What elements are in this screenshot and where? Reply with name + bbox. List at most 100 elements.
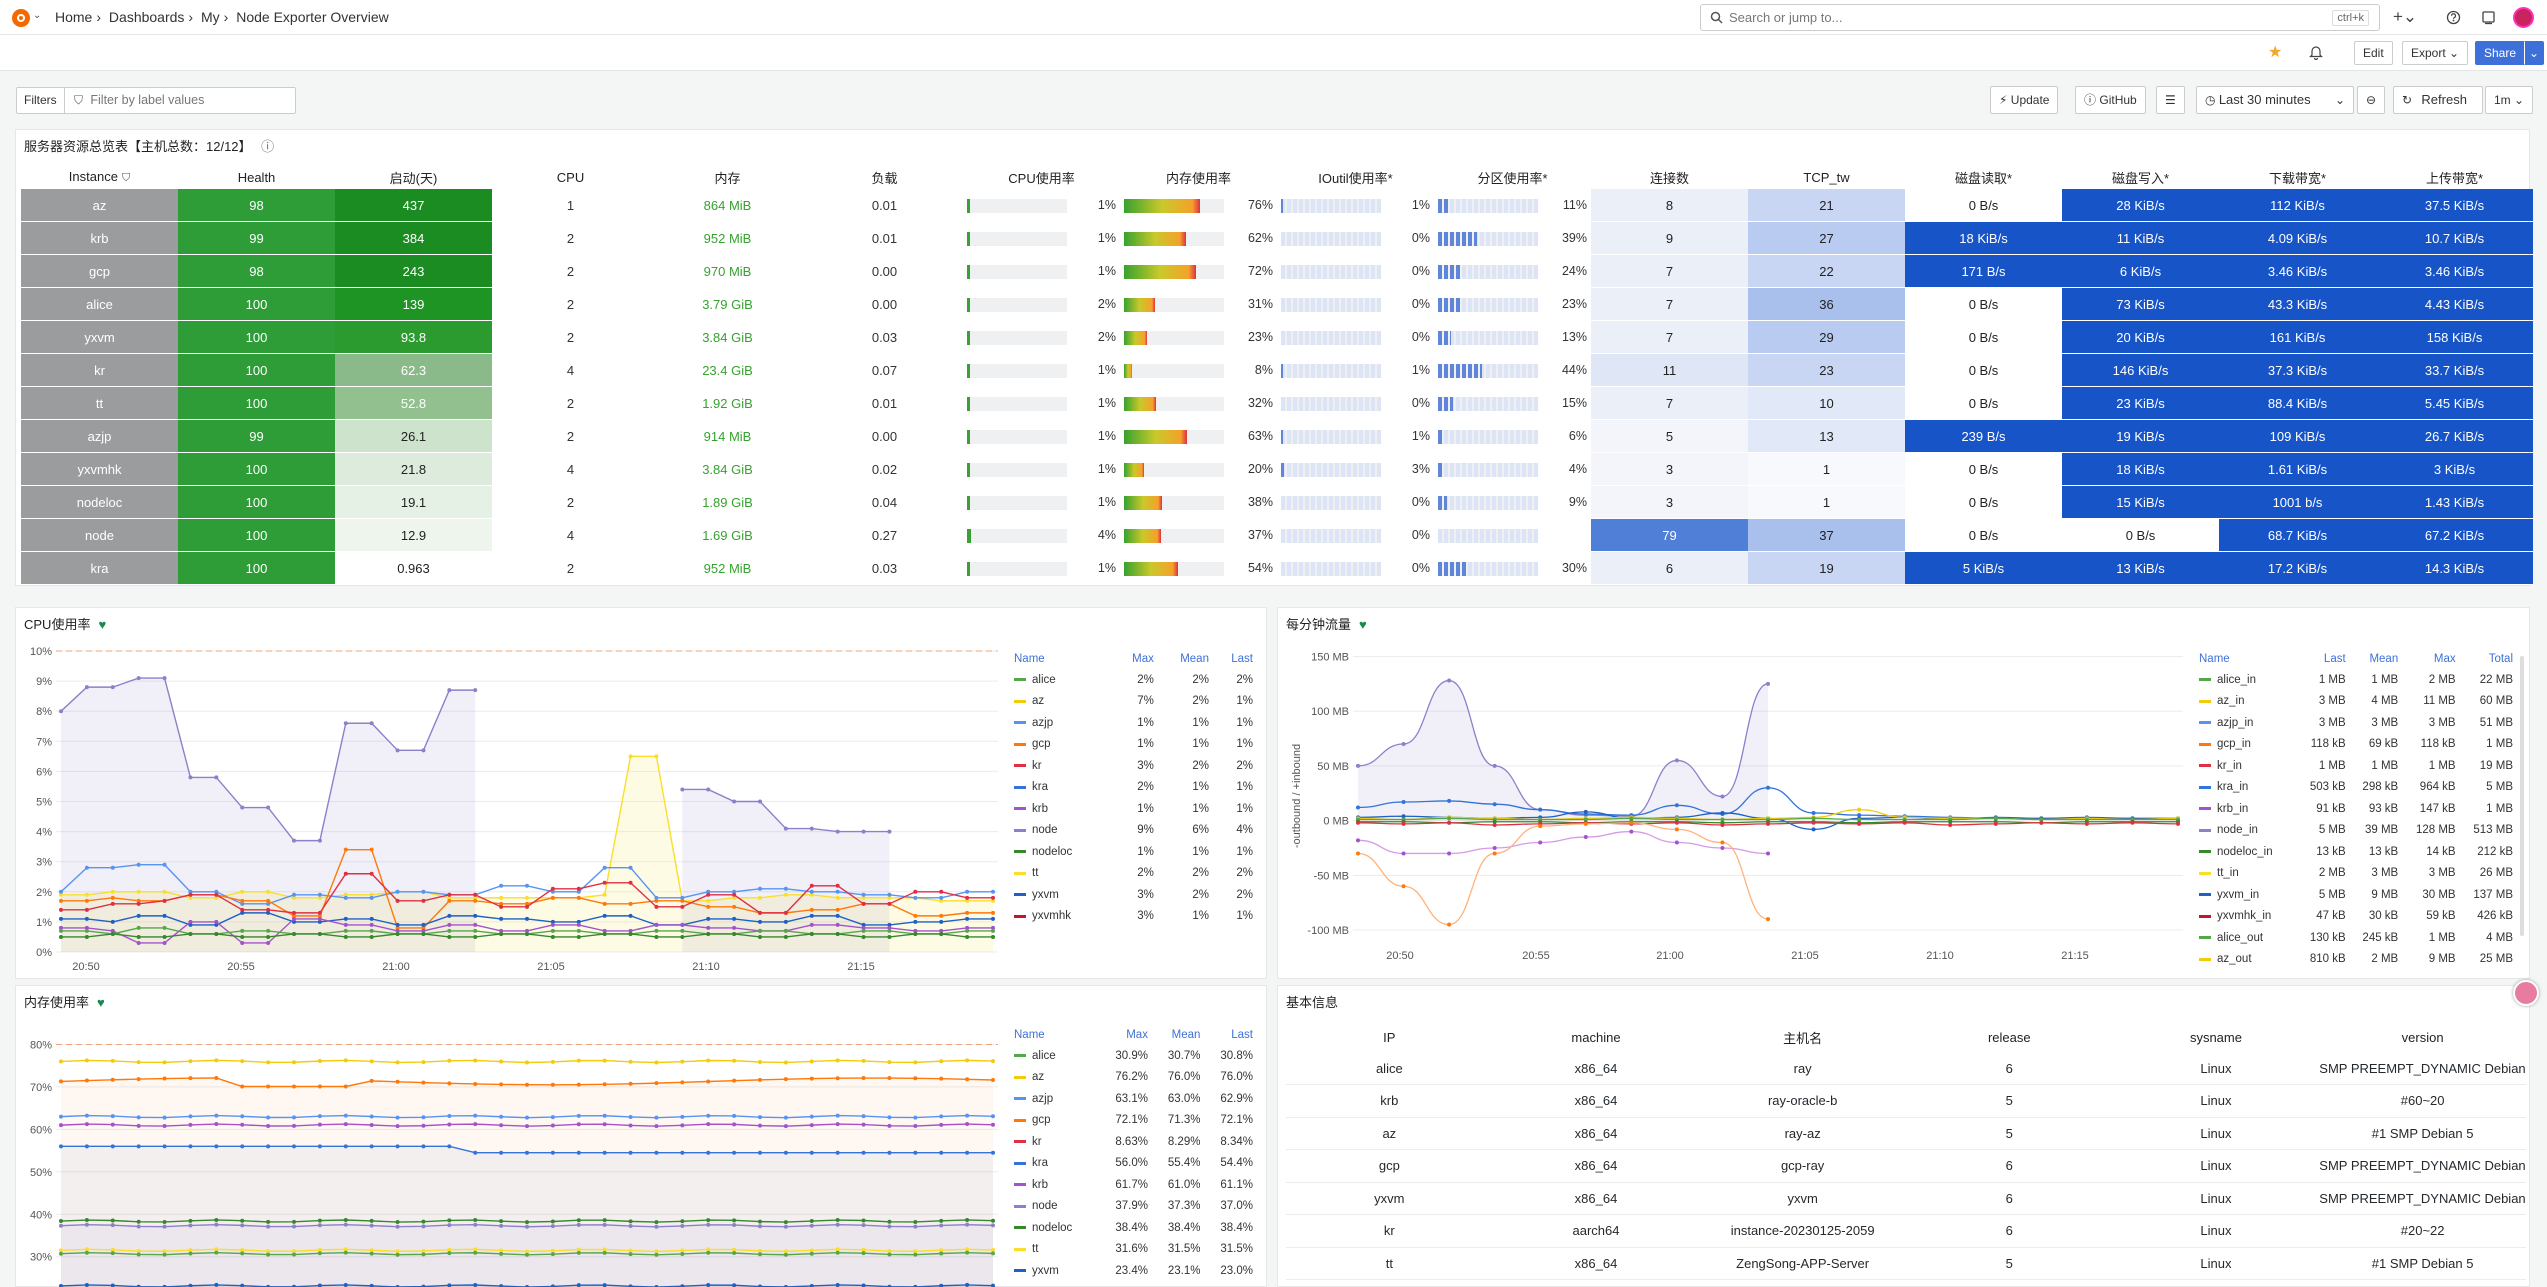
legend-header[interactable]: Max <box>2433 652 2456 665</box>
panel-title[interactable]: 基本信息 <box>1286 995 1339 1010</box>
legend-item[interactable]: krb 61.7% 61.0% 61.1% <box>1011 1174 1256 1196</box>
legend-header[interactable]: Name <box>2199 652 2230 665</box>
legend-item[interactable]: tt_in 2 MB 3 MB 3 MB 26 MB <box>2196 863 2516 885</box>
legend-item[interactable]: tt 31.6% 31.5% 31.5% <box>1011 1239 1256 1261</box>
legend-item[interactable]: azjp_in 3 MB 3 MB 3 MB 51 MB <box>2196 712 2516 734</box>
legend-item[interactable]: krb_in 91 kB 93 kB 147 kB 1 MB <box>2196 798 2516 820</box>
list-view-button[interactable]: ☰ <box>2156 86 2185 114</box>
search-input[interactable]: Search or jump to... ctrl+k <box>1700 4 2380 31</box>
legend-item[interactable]: az 7% 2% 1% <box>1011 691 1256 713</box>
update-button[interactable]: ⚡ Update <box>1990 86 2059 114</box>
legend-item[interactable]: krb 1% 1% 1% <box>1011 798 1256 820</box>
legend-header[interactable]: Total <box>2488 652 2513 665</box>
share-button[interactable]: Share <box>2475 41 2526 65</box>
news-icon[interactable] <box>2481 10 2496 25</box>
column-header[interactable]: TCP_tw <box>1803 169 1850 185</box>
legend-header[interactable]: Last <box>2323 652 2346 665</box>
bell-icon[interactable] <box>2309 45 2323 60</box>
column-header[interactable]: Instance ⛉ <box>21 165 178 189</box>
panel-title[interactable]: 服务器资源总览表【主机总数：12/12】 ⓘ <box>24 139 275 154</box>
column-header[interactable]: IP <box>1383 1029 1396 1045</box>
legend-item[interactable]: node_in 5 MB 39 MB 128 MB 513 MB <box>2196 820 2516 842</box>
legend-item[interactable]: kra 2% 1% 1% <box>1011 777 1256 799</box>
filter-field[interactable]: Filters ⛉ Filter by label values <box>16 87 296 114</box>
legend-item[interactable]: gcp 1% 1% 1% <box>1011 734 1256 756</box>
legend-item[interactable]: gcp_in 118 kB 69 kB 118 kB 1 MB <box>2196 734 2516 756</box>
legend-item[interactable]: node 9% 6% 4% <box>1011 820 1256 842</box>
info-icon[interactable]: ⓘ <box>261 139 275 154</box>
legend-item[interactable]: node 37.9% 37.3% 37.0% <box>1011 1196 1256 1218</box>
column-header[interactable]: CPU <box>556 169 585 185</box>
floating-assistant-button[interactable] <box>2513 980 2539 1006</box>
column-header[interactable]: sysname <box>2189 1029 2242 1045</box>
legend-header[interactable]: Max <box>1132 652 1154 665</box>
export-button[interactable]: Export ⌄ <box>2402 41 2469 65</box>
legend-item[interactable]: yxvm 3% 2% 2% <box>1011 884 1256 906</box>
column-header[interactable]: 磁盘写入* <box>2111 170 2170 186</box>
legend-item[interactable]: nodeloc 1% 1% 1% <box>1011 841 1256 863</box>
zoom-out-button[interactable]: ⊖ <box>2357 86 2386 114</box>
column-header[interactable]: version <box>2401 1029 2444 1045</box>
legend-item[interactable]: az 76.2% 76.0% 76.0% <box>1011 1067 1256 1089</box>
column-header[interactable]: 负载 <box>871 170 898 186</box>
legend-item[interactable]: kra_in 503 kB 298 kB 964 kB 5 MB <box>2196 777 2516 799</box>
breadcrumb-home[interactable]: Home <box>55 9 93 25</box>
legend-item[interactable]: az_out 810 kB 2 MB 9 MB 25 MB <box>2196 949 2516 971</box>
legend-item[interactable]: kr 3% 2% 2% <box>1011 755 1256 777</box>
column-header[interactable]: 内存 <box>714 170 741 186</box>
legend-header[interactable]: Last <box>1231 1028 1253 1041</box>
column-header[interactable]: Health <box>237 169 276 185</box>
legend-item[interactable]: yxvmhk_in 47 kB 30 kB 59 kB 426 kB <box>2196 906 2516 928</box>
legend-header[interactable]: Name <box>1014 652 1045 665</box>
legend-item[interactable]: kr_in 1 MB 1 MB 1 MB 19 MB <box>2196 755 2516 777</box>
legend-item[interactable]: gcp 72.1% 71.3% 72.1% <box>1011 1110 1256 1132</box>
avatar[interactable] <box>2513 7 2534 28</box>
panel-title[interactable]: 内存使用率 ♥ <box>24 995 105 1010</box>
legend-header[interactable]: Max <box>1126 1028 1148 1041</box>
column-header[interactable]: 上传带宽* <box>2425 170 2484 186</box>
refresh-interval-picker[interactable]: 1m ⌄ <box>2485 86 2533 114</box>
legend-item[interactable]: alice_in 1 MB 1 MB 2 MB 22 MB <box>2196 669 2516 691</box>
column-header[interactable]: 磁盘读取* <box>1954 170 2013 186</box>
cpu-usage-chart[interactable]: 0%1%2%3%4%5%6%7%8%9%10%20:50 20:55 21:00 21… <box>16 636 1006 976</box>
breadcrumb-folder[interactable]: My <box>200 9 220 25</box>
series-line-krb[interactable] <box>1357 830 1769 855</box>
legend-header[interactable]: Mean <box>1171 1028 1201 1041</box>
column-header[interactable]: 内存使用率 <box>1165 170 1231 186</box>
legend-scrollbar[interactable] <box>2520 656 2524 936</box>
column-header[interactable]: 分区使用率* <box>1477 170 1548 186</box>
panel-title[interactable]: CPU使用率 ♥ <box>24 617 107 632</box>
grafana-logo-icon[interactable] <box>10 7 32 29</box>
share-menu-button[interactable]: ⌄ <box>2524 41 2545 65</box>
mega-menu-chevron-icon[interactable]: ⌄ <box>33 10 42 21</box>
legend-item[interactable]: alice 30.9% 30.7% 30.8% <box>1011 1045 1256 1067</box>
column-header[interactable]: 启动(天) <box>389 170 438 186</box>
legend-item[interactable]: alice_out 130 kB 245 kB 1 MB 4 MB <box>2196 927 2516 949</box>
memory-usage-chart[interactable]: 20%30%40%50%60%70%80% <box>16 1014 1006 1287</box>
add-icon[interactable]: +⌄ <box>2393 7 2418 26</box>
legend-item[interactable]: azjp 1% 1% 1% <box>1011 712 1256 734</box>
legend-item[interactable]: nodeloc 38.4% 38.4% 38.4% <box>1011 1217 1256 1239</box>
github-button[interactable]: ⓘ GitHub <box>2075 86 2146 114</box>
help-icon[interactable] <box>2446 10 2461 25</box>
edit-button[interactable]: Edit <box>2354 41 2393 65</box>
column-header[interactable]: 连接数 <box>1649 170 1689 186</box>
refresh-button[interactable]: ↻ Refresh <box>2393 86 2483 114</box>
column-header[interactable]: release <box>1987 1029 2031 1045</box>
legend-item[interactable]: yxvmhk 3% 1% 1% <box>1011 906 1256 928</box>
legend-header[interactable]: Mean <box>2369 652 2399 665</box>
star-icon[interactable]: ★ <box>2268 44 2283 61</box>
series-line-gcp[interactable] <box>1357 822 1769 926</box>
legend-item[interactable]: nodeloc_in 13 kB 13 kB 14 kB 212 kB <box>2196 841 2516 863</box>
legend-item[interactable]: yxvm 23.4% 23.1% 23.0% <box>1011 1260 1256 1282</box>
column-header[interactable]: 下载带宽* <box>2268 170 2327 186</box>
column-header[interactable]: CPU使用率 <box>1008 170 1075 186</box>
legend-item[interactable]: tt 2% 2% 2% <box>1011 863 1256 885</box>
legend-header[interactable]: Mean <box>1180 652 1209 665</box>
time-picker[interactable]: ◷ Last 30 minutes ⌄ <box>2196 86 2354 114</box>
legend-item[interactable]: kra 56.0% 55.4% 54.4% <box>1011 1153 1256 1175</box>
column-header[interactable]: machine <box>1571 1029 1621 1045</box>
legend-item[interactable]: azjp 63.1% 63.0% 62.9% <box>1011 1088 1256 1110</box>
column-header[interactable]: 主机名 <box>1783 1030 1823 1046</box>
